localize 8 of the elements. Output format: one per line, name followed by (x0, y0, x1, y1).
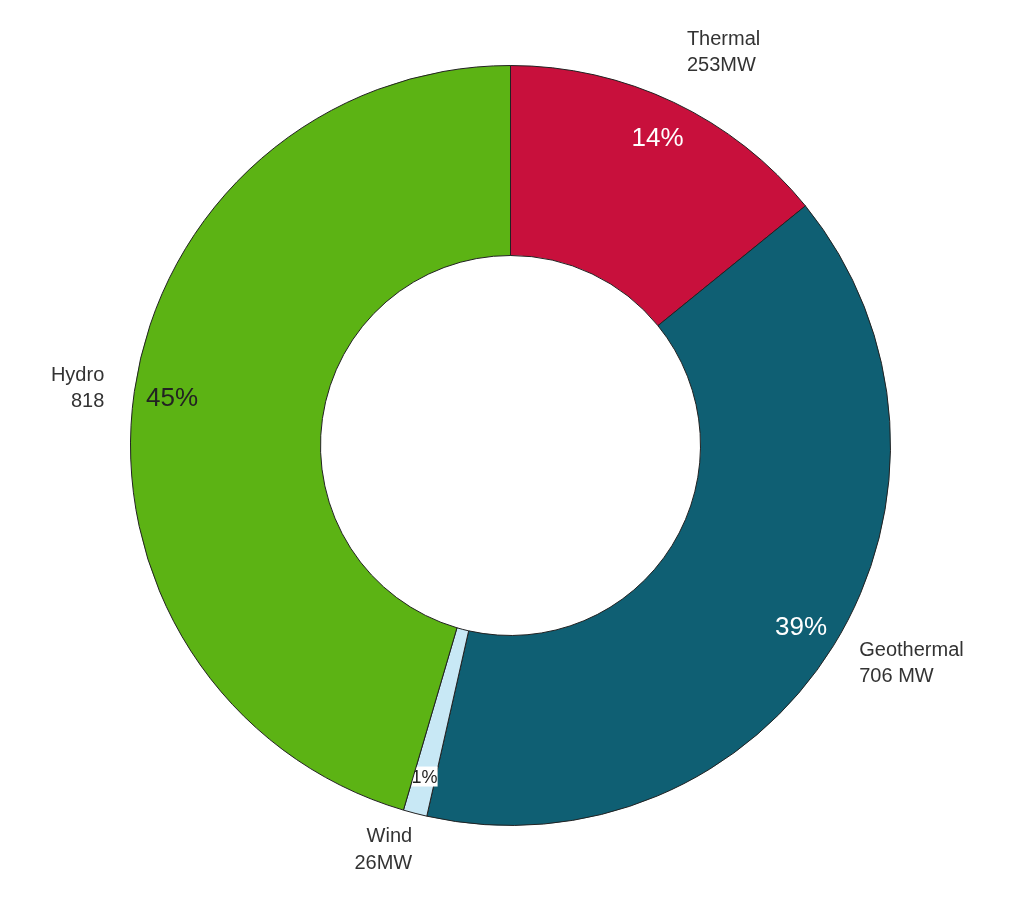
data-label: 45% (145, 381, 199, 412)
slice-label: Thermal 253MW (686, 26, 761, 75)
slice-label: Wind 26MW (354, 824, 413, 873)
slice-label: Geothermal 706 MW (859, 637, 964, 687)
data-label: 1% (411, 766, 438, 787)
data-label: 39% (775, 610, 828, 641)
slice-label: Hydro 818 (50, 362, 105, 412)
data-label: 14% (631, 121, 684, 152)
